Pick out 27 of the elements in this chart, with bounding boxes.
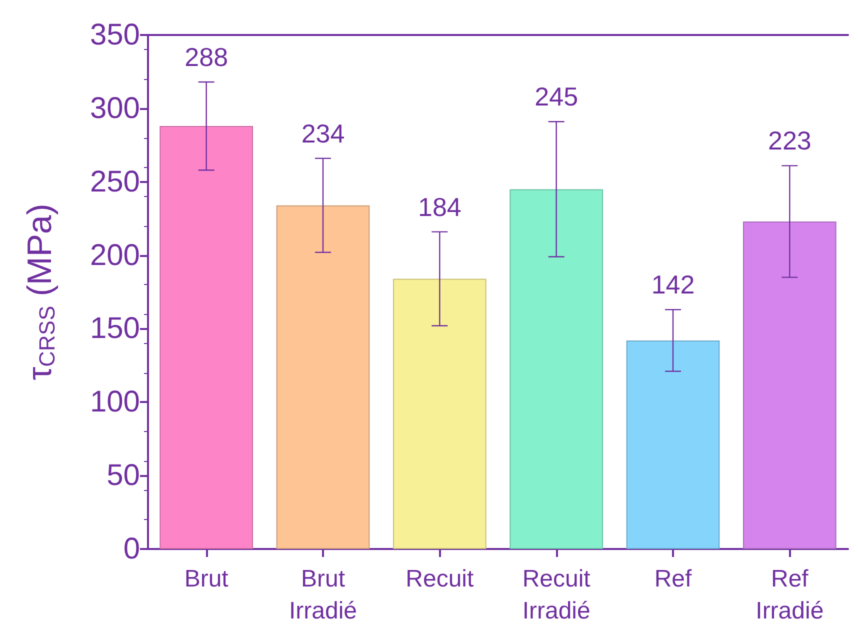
x-tick-label: Recuit [406,566,474,592]
x-tick-label: Recuit Irradié [522,566,591,624]
y-tick-label: 150 [90,312,140,346]
bar [626,340,720,549]
bar [510,189,603,549]
data-label: 184 [418,192,462,222]
bar [160,126,253,549]
y-tick-label: 100 [90,386,140,419]
y-tick-label: 0 [123,532,140,566]
x-tick-label: Ref Irradié [756,566,824,624]
y-tick-label: 300 [90,92,140,125]
x-tick-label: Ref [654,566,692,592]
x-tick-label: Brut [184,566,229,592]
y-tick-label: 250 [90,165,140,198]
y-tick-label: 200 [90,238,140,272]
x-tick-label: Brut Irradié [288,566,358,624]
bar [743,222,836,549]
data-label: 288 [184,42,228,72]
y-tick-label: 350 [90,18,140,52]
data-label: 223 [768,126,812,156]
data-label: 245 [534,82,578,112]
y-tick-label: 50 [106,459,140,492]
y-axis-title: τCRSS (MPa) [21,204,60,380]
bar [393,278,486,549]
data-label: 142 [651,270,695,300]
bar [276,205,370,549]
data-label: 234 [301,118,345,148]
